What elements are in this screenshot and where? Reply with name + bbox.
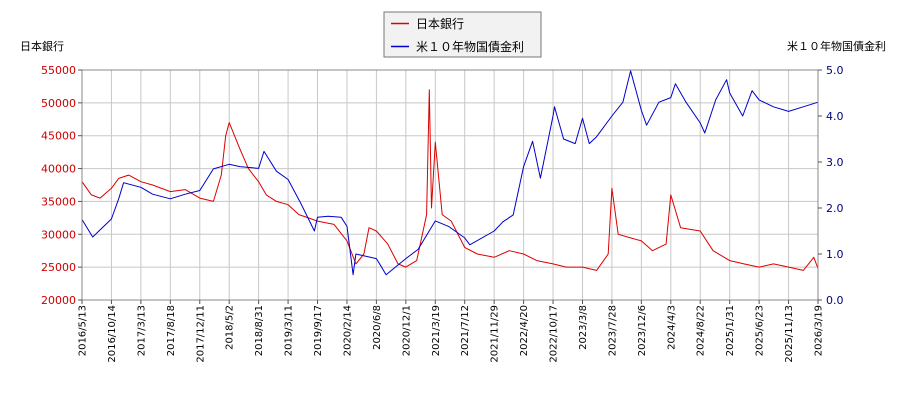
left-axis: 55000 50000 45000 40000 35000 30000 25000 20000 bbox=[41, 64, 82, 307]
x-tick-label: 2021/11/29 bbox=[490, 305, 501, 363]
plot-frame bbox=[81, 69, 819, 301]
x-tick-label: 2025/1/31 bbox=[725, 305, 736, 356]
y-right-tick-label: 1.0 bbox=[826, 248, 844, 261]
x-tick-label: 2019/3/11 bbox=[284, 305, 295, 356]
x-axis: 2016/5/13 2016/10/14 2017/3/13 2017/8/18 201… bbox=[78, 300, 825, 363]
x-tick-label: 2023/12/6 bbox=[637, 305, 648, 356]
x-tick-label: 2016/10/14 bbox=[107, 305, 118, 363]
x-tick-label: 2017/3/13 bbox=[136, 305, 147, 356]
y-left-tick-label: 30000 bbox=[41, 228, 76, 241]
legend-label-series2: 米１０年物国債金利 bbox=[416, 39, 524, 54]
x-tick-label: 2020/2/14 bbox=[342, 305, 353, 356]
y-left-tick-label: 35000 bbox=[41, 195, 76, 208]
x-tick-label: 2025/6/23 bbox=[755, 305, 766, 356]
x-tick-label: 2017/8/18 bbox=[166, 305, 177, 356]
x-tick-label: 2021/7/12 bbox=[460, 305, 471, 356]
right-axis-title: 米１０年物国債金利 bbox=[787, 39, 886, 53]
x-tick-label: 2022/4/20 bbox=[519, 305, 530, 356]
left-axis-title: 日本銀行 bbox=[20, 39, 64, 53]
x-tick-label: 2020/6/8 bbox=[372, 305, 383, 350]
x-tick-label: 2017/12/11 bbox=[195, 305, 206, 363]
x-tick-label: 2026/3/19 bbox=[814, 305, 825, 356]
x-tick-label: 2018/8/31 bbox=[254, 305, 265, 356]
y-left-tick-label: 55000 bbox=[41, 64, 76, 77]
legend: 日本銀行 米１０年物国債金利 bbox=[383, 11, 542, 58]
legend-box bbox=[383, 11, 542, 58]
y-left-tick-label: 45000 bbox=[41, 130, 76, 143]
y-right-tick-label: 4.0 bbox=[826, 110, 844, 123]
y-right-tick-label: 0.0 bbox=[826, 294, 844, 307]
x-tick-label: 2016/5/13 bbox=[78, 305, 89, 356]
y-left-tick-label: 25000 bbox=[41, 261, 76, 274]
y-right-tick-label: 2.0 bbox=[826, 202, 844, 215]
y-right-tick-label: 5.0 bbox=[826, 64, 844, 77]
x-tick-label: 2019/9/17 bbox=[313, 305, 324, 356]
x-tick-label: 2025/11/13 bbox=[784, 305, 795, 363]
y-right-tick-label: 3.0 bbox=[826, 156, 844, 169]
y-left-tick-label: 20000 bbox=[41, 294, 76, 307]
right-axis: 5.0 4.0 3.0 2.0 1.0 0.0 bbox=[818, 64, 844, 307]
x-tick-label: 2018/5/2 bbox=[225, 305, 236, 350]
x-tick-label: 2024/8/22 bbox=[696, 305, 707, 356]
legend-label-series1: 日本銀行 bbox=[416, 17, 464, 31]
y-left-tick-label: 40000 bbox=[41, 163, 76, 176]
x-tick-label: 2023/3/8 bbox=[578, 305, 589, 350]
series-lines bbox=[81, 70, 819, 276]
series-line-2 bbox=[81, 70, 819, 276]
y-left-tick-label: 50000 bbox=[41, 97, 76, 110]
series-line-1 bbox=[81, 89, 819, 271]
x-tick-label: 2020/12/1 bbox=[401, 305, 412, 356]
x-tick-label: 2023/7/28 bbox=[607, 305, 618, 356]
x-tick-label: 2024/4/3 bbox=[666, 305, 677, 350]
x-tick-label: 2021/3/19 bbox=[431, 305, 442, 356]
x-tick-label: 2022/10/17 bbox=[549, 305, 560, 363]
grid bbox=[81, 69, 819, 301]
